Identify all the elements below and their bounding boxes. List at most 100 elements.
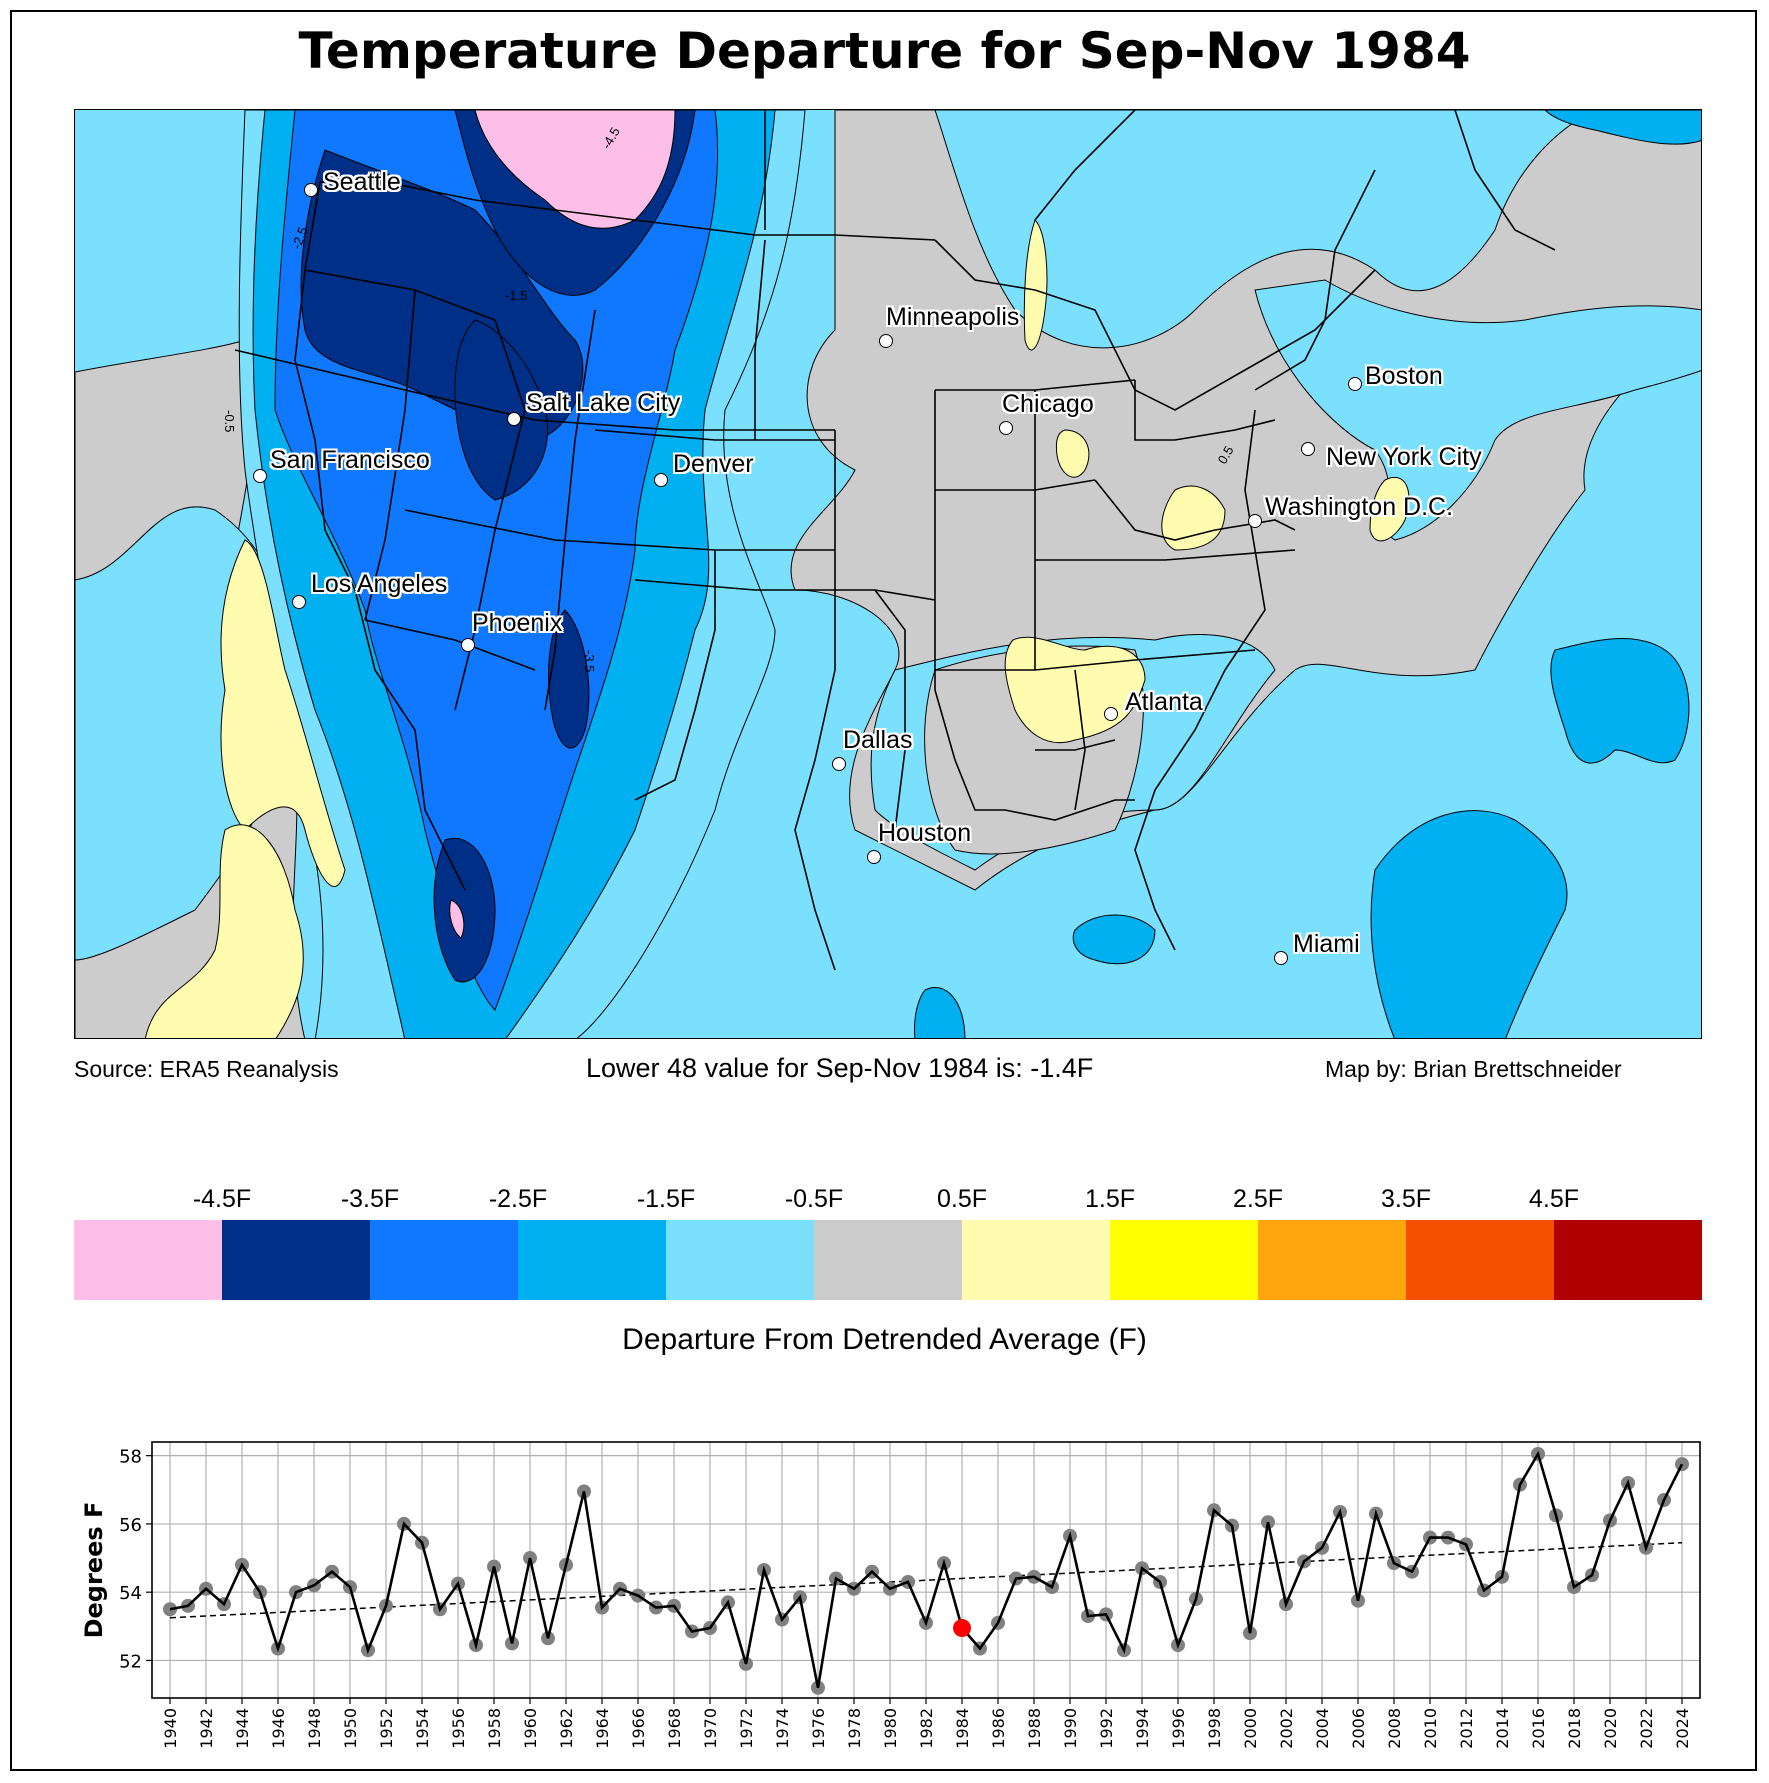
colorbar-tick: 1.5F [1084, 1185, 1136, 1213]
lower48-value-text: Lower 48 value for Sep-Nov 1984 is: -1.4… [586, 1053, 1094, 1083]
city-label: San Francisco [270, 446, 430, 474]
region-yellow-pacific [145, 824, 304, 1038]
source-text: Source: ERA5 Reanalysis [74, 1056, 339, 1082]
colorbar-swatch [1110, 1220, 1258, 1300]
city-label: Chicago [1002, 390, 1094, 418]
x-tick-label: 1968 [665, 1708, 684, 1749]
y-axis-label: Degrees F [80, 1502, 108, 1639]
x-tick-label: 2014 [1493, 1708, 1512, 1749]
city-marker [867, 850, 881, 864]
colorbar-tick: -1.5F [636, 1185, 696, 1213]
colorbar-swatch [962, 1220, 1110, 1300]
region-yellow-baja [220, 539, 346, 887]
region-yellow-ohio [1161, 485, 1226, 551]
x-tick-label: 1952 [377, 1708, 396, 1749]
x-tick-label: 1966 [629, 1708, 648, 1749]
figure-frame [10, 10, 1757, 1771]
x-tick-label: 1972 [737, 1708, 756, 1749]
city-marker [507, 412, 521, 426]
x-tick-label: 1950 [341, 1708, 360, 1749]
contour-label: -2.5 [289, 225, 311, 251]
colorbar [74, 1220, 1702, 1300]
city-label: Seattle [323, 168, 401, 196]
region-blue35-utah [454, 319, 549, 501]
x-tick-label: 1948 [305, 1708, 324, 1749]
city-label: Miami [1293, 930, 1360, 958]
y-tick-label: 52 [119, 1651, 142, 1672]
y-axis-ticks: 52 54 56 58 [119, 1447, 152, 1672]
x-tick-label: 1980 [881, 1708, 900, 1749]
x-tick-label: 1960 [521, 1708, 540, 1749]
annual-temperature-chart: 52 54 56 58 1940 1942 1944 1946 1948 1950 1952 195… [80, 1441, 1701, 1749]
colorbar-tick: -3.5F [340, 1185, 400, 1213]
city-marker [253, 469, 267, 483]
x-tick-label: 1998 [1205, 1708, 1224, 1749]
x-tick-label: 1958 [485, 1708, 504, 1749]
colorbar-tick: 3.5F [1380, 1185, 1432, 1213]
city-label: Minneapolis [886, 303, 1020, 331]
region-yellow-atlantic [1369, 477, 1410, 542]
x-tick-label: 1956 [449, 1708, 468, 1749]
y-tick-label: 54 [119, 1583, 142, 1604]
x-tick-label: 1944 [233, 1708, 252, 1749]
city-marker [304, 183, 318, 197]
x-tick-label: 1978 [845, 1708, 864, 1749]
city-marker [832, 757, 846, 771]
x-tick-label: 1964 [593, 1708, 612, 1749]
city-label: Dallas [843, 726, 913, 754]
x-tick-label: 2018 [1565, 1708, 1584, 1749]
city-label: Boston [1365, 362, 1443, 390]
city-label: Phoenix [472, 609, 563, 637]
region-blue15-atlantic-1 [1550, 638, 1690, 764]
colorbar-swatch [74, 1220, 222, 1300]
colorbar-swatch [222, 1220, 370, 1300]
x-tick-label: 1994 [1133, 1708, 1152, 1749]
region-blue15-atlantic-2 [1370, 810, 1568, 1038]
city-marker [461, 638, 475, 652]
city-label: Salt Lake City [526, 389, 681, 417]
x-tick-label: 1954 [413, 1708, 432, 1749]
chart-grid [152, 1442, 1700, 1698]
colorbar-tick: -0.5F [784, 1185, 844, 1213]
data-point [1675, 1457, 1689, 1472]
colorbar-tick: -4.5F [192, 1185, 252, 1213]
credit-text: Map by: Brian Brettschneider [1325, 1056, 1622, 1082]
colorbar-swatch [666, 1220, 814, 1300]
x-tick-label: 2008 [1385, 1708, 1404, 1749]
x-axis-ticks: 1940 1942 1944 1946 1948 1950 1952 1954 1956 1958… [161, 1698, 1692, 1749]
colorbar-title: Departure From Detrended Average (F) [622, 1323, 1147, 1356]
colorbar-swatch [1554, 1220, 1702, 1300]
contour-label: -0.5 [222, 410, 237, 432]
city-label: Los Angeles [311, 570, 448, 598]
city-marker [1104, 707, 1118, 721]
colorbar-swatch [1258, 1220, 1406, 1300]
map-fill: -4.5 -3.5 -2.5 -1.5 -0.5 0.5 [75, 110, 1701, 1038]
colorbar-tick: 2.5F [1232, 1185, 1284, 1213]
page-title: Temperature Departure for Sep-Nov 1984 [298, 22, 1471, 80]
city-label: Atlanta [1125, 688, 1203, 716]
y-tick-label: 58 [119, 1447, 142, 1468]
colorbar-tick-labels: -4.5F -3.5F -2.5F -1.5F -0.5F 0.5F 1.5F … [74, 1185, 1702, 1215]
city-label: New York City [1326, 443, 1482, 471]
x-tick-label: 2016 [1529, 1708, 1548, 1749]
trend-line [169, 1541, 1683, 1619]
x-tick-label: 1946 [269, 1708, 288, 1749]
city-marker [879, 334, 893, 348]
city-marker [1248, 514, 1262, 528]
contour-label: -3.5 [582, 650, 597, 672]
region-pink-north [474, 110, 676, 229]
x-tick-label: 2024 [1673, 1708, 1692, 1749]
x-tick-label: 1974 [773, 1708, 792, 1749]
region-blue35-mexico [433, 837, 496, 983]
colorbar-swatch [814, 1220, 962, 1300]
y-tick-label: 56 [119, 1515, 142, 1536]
city-label: Houston [878, 819, 972, 847]
city-marker [999, 421, 1013, 435]
city-marker [1274, 951, 1288, 965]
city-label: Denver [673, 450, 754, 478]
city-label: Washington D.C. [1265, 493, 1454, 521]
region-blue35-nm [548, 609, 590, 749]
temperature-line [169, 1450, 1684, 1689]
region-light-east-2 [1254, 279, 1701, 541]
colorbar-tick: -2.5F [488, 1185, 548, 1213]
